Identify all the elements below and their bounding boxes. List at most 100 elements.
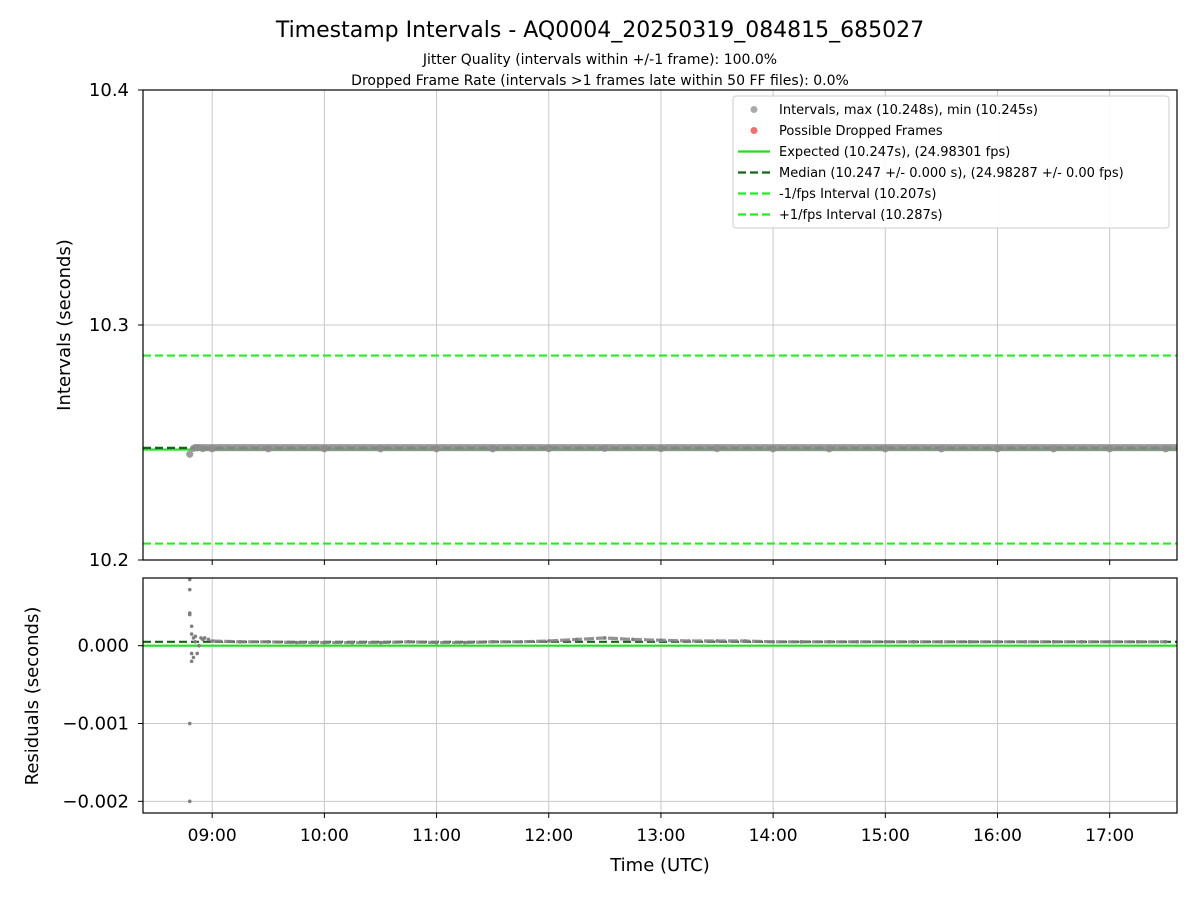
interval-point [713, 445, 721, 453]
residuals-plot-frame [142, 577, 1178, 814]
chart-subtitle-dropped: Dropped Frame Rate (intervals >1 frames … [351, 73, 849, 89]
interval-point [199, 445, 207, 453]
interval-point [937, 445, 946, 453]
residual-point [995, 640, 1000, 644]
residual-point [238, 640, 243, 644]
residual-point [883, 640, 888, 644]
x-tick-label-0: 09:00 [188, 826, 237, 846]
residual-point [911, 640, 916, 644]
residual-point [518, 640, 523, 644]
residual-point [294, 640, 299, 645]
x-tick-label-5: 14:00 [749, 826, 798, 846]
interval-point [186, 450, 194, 458]
residual-point [574, 637, 579, 642]
y-tick-label-0: 10.2 [89, 550, 129, 571]
intervals-scatter-band [193, 444, 1178, 452]
residual-point [434, 640, 439, 645]
interval-point [1049, 445, 1058, 453]
x-tick-label-4: 13:00 [636, 826, 685, 846]
residual-point [187, 587, 192, 592]
residual-point [855, 640, 860, 644]
residual-point [827, 640, 832, 644]
residual-point [322, 640, 327, 645]
chart-title: Timestamp Intervals - AQ0004_20250319_08… [275, 18, 924, 43]
residuals-grid [143, 578, 1177, 813]
residual-point [743, 639, 747, 643]
residual-point [189, 651, 194, 656]
residual-point [1079, 640, 1084, 644]
y-tick-label-2: 0.000 [77, 636, 129, 657]
interval-point [489, 445, 497, 453]
residual-point [1107, 640, 1112, 644]
residual-point [462, 640, 467, 645]
x-tick-label-3: 12:00 [524, 826, 573, 846]
x-tick-label-2: 11:00 [412, 826, 461, 846]
legend-entry-dropped-frames: Possible Dropped Frames [750, 124, 943, 139]
interval-point [1106, 445, 1114, 453]
residual-point [210, 639, 214, 643]
residual-point [197, 643, 201, 648]
residual-point [406, 640, 411, 644]
interval-point [264, 445, 272, 453]
interval-point [993, 445, 1002, 453]
interval-point [320, 445, 328, 453]
intervals-points [186, 444, 1178, 458]
legend-dropped-frames-marker [750, 127, 758, 134]
residual-point [193, 634, 198, 639]
interval-point [769, 445, 777, 453]
residual-point [187, 799, 192, 804]
legend: Intervals, max (10.248s), min (10.245s) … [732, 95, 1170, 229]
residual-point [967, 640, 972, 644]
legend-entry-median: Median (10.247 +/- 0.000 s), (24.98287 +… [738, 166, 1124, 181]
interval-point [208, 445, 216, 453]
x-tick-label-7: 16:00 [973, 826, 1022, 846]
residuals-plot: −0.002 −0.001 0.000 09:00 10:00 11:00 12:00 13… [22, 577, 1178, 876]
legend-dropped-frames-label: Possible Dropped Frames [779, 124, 943, 139]
x-tick-label-6: 15:00 [861, 826, 910, 846]
legend-plus-interval-label: +1/fps Interval (10.287s) [779, 208, 943, 223]
intervals-y-axis-ticks: 10.2 10.3 10.4 [89, 80, 143, 571]
residual-point [546, 639, 551, 643]
residual-point [939, 640, 944, 644]
interval-point [825, 445, 833, 453]
y-tick-label-1: 10.3 [89, 315, 129, 336]
legend-entry-minus-interval: -1/fps Interval (10.207s) [738, 187, 936, 202]
y-tick-label-2: 10.4 [89, 80, 129, 101]
interval-point [376, 445, 385, 453]
legend-entry-expected: Expected (10.247s), (24.98301 fps) [738, 145, 1010, 160]
interval-point [601, 444, 609, 452]
time-x-axis-label: Time (UTC) [609, 855, 710, 876]
residual-point [1023, 640, 1028, 644]
residual-point [202, 636, 207, 640]
interval-point [881, 445, 889, 453]
residual-point [187, 721, 192, 726]
legend-intervals-label: Intervals, max (10.248s), min (10.245s) [779, 103, 1038, 118]
residual-point [490, 640, 495, 644]
residual-point [189, 624, 194, 629]
residuals-x-axis-ticks: 09:00 10:00 11:00 12:00 13:00 14:00 15:00 16:00… [188, 813, 1134, 846]
interval-point [545, 445, 553, 453]
intervals-x-axis-ticks [211, 560, 1111, 565]
residual-point [206, 637, 211, 642]
residual-point [799, 640, 803, 644]
residual-point [715, 639, 719, 643]
residual-point [350, 640, 355, 645]
legend-minus-interval-label: -1/fps Interval (10.207s) [779, 187, 936, 202]
legend-entry-plus-interval: +1/fps Interval (10.287s) [738, 208, 943, 223]
x-tick-label-8: 17:00 [1085, 826, 1134, 846]
y-tick-label-0: −0.002 [62, 791, 129, 812]
residual-point [195, 651, 200, 656]
interval-point [193, 444, 201, 452]
residual-point [1051, 640, 1056, 644]
legend-entry-intervals: Intervals, max (10.248s), min (10.245s) [750, 103, 1038, 118]
residual-point [1135, 640, 1140, 644]
chart-subtitle-jitter: Jitter Quality (intervals within +/-1 fr… [422, 52, 777, 68]
residual-point [191, 655, 196, 660]
legend-median-label: Median (10.247 +/- 0.000 s), (24.98287 +… [779, 166, 1124, 181]
residual-point [187, 612, 192, 617]
residual-point [378, 640, 383, 645]
legend-intervals-marker [750, 106, 758, 113]
residual-point [189, 659, 194, 664]
residuals-y-axis-label: Residuals (seconds) [22, 607, 43, 786]
